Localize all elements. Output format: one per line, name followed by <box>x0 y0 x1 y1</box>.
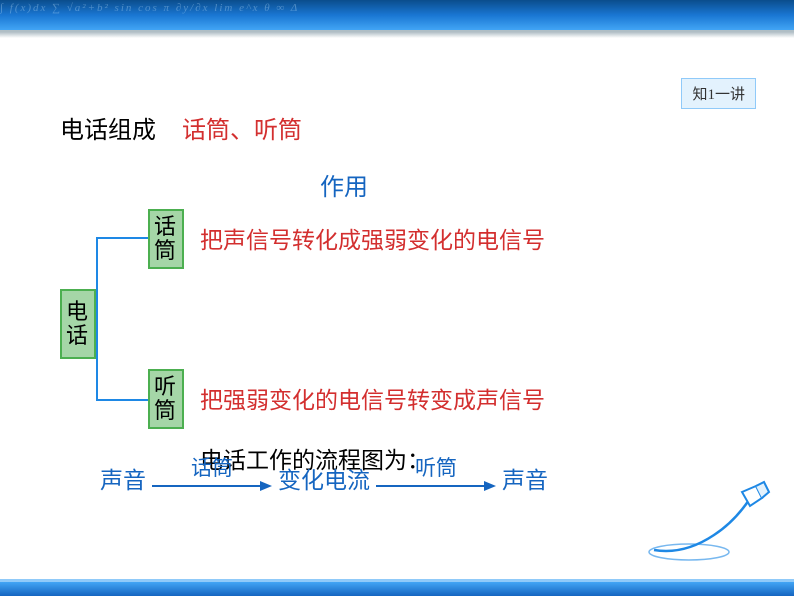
mic-char1: 话 <box>154 215 178 239</box>
footer-band <box>0 582 794 596</box>
flow-diagram: 声音 话筒 变化电流 听筒 声音 <box>100 458 548 498</box>
tree-root-box: 电话 <box>60 289 96 359</box>
arrow-icon <box>152 478 272 494</box>
topic-badge: 知1一讲 <box>681 78 756 109</box>
header-band: ∫ f(x)dx ∑ √a²+b² sin cos π ∂y/∂x lim e^… <box>0 0 794 32</box>
flow-arrow-1: 话筒 <box>152 458 272 498</box>
title-row: 电话组成 话筒、听筒 <box>60 110 754 145</box>
ear-char2: 筒 <box>154 399 178 423</box>
connector-bottom <box>96 324 148 401</box>
connector-top <box>96 237 148 324</box>
title-value: 话筒、听筒 <box>182 118 302 144</box>
mic-char2: 筒 <box>154 239 178 263</box>
desc-mic: 把声信号转化成强弱变化的电信号 <box>200 221 545 255</box>
arrow-icon <box>376 478 496 494</box>
tree-root-char2: 话 <box>66 324 90 348</box>
desc-ear: 把强弱变化的电信号转变成声信号 <box>200 381 545 415</box>
flow-arrow-2: 听筒 <box>376 458 496 498</box>
tree-root-char1: 电 <box>66 300 90 324</box>
flow-node-2: 变化电流 <box>278 461 370 495</box>
header-math-deco: ∫ f(x)dx ∑ √a²+b² sin cos π ∂y/∂x lim e^… <box>0 2 794 30</box>
tree-child-ear: 听筒 <box>148 369 184 429</box>
header-shadow <box>0 32 794 38</box>
tree-diagram: 作用 电话 话筒 听筒 把声信号转化成强弱变化的电信号 把强弱变化的电信号转变成… <box>60 161 754 481</box>
flow-node-1: 声音 <box>100 461 146 495</box>
content-area: 电话组成 话筒、听筒 作用 电话 话筒 听筒 把声信号转化成强弱变化的电信号 把… <box>60 110 754 481</box>
flow-node-3: 声音 <box>502 461 548 495</box>
ear-char1: 听 <box>154 375 178 399</box>
pen-icon <box>644 480 774 570</box>
tree-child-mic: 话筒 <box>148 209 184 269</box>
title-label: 电话组成 <box>60 118 156 144</box>
effect-label: 作用 <box>320 167 368 202</box>
